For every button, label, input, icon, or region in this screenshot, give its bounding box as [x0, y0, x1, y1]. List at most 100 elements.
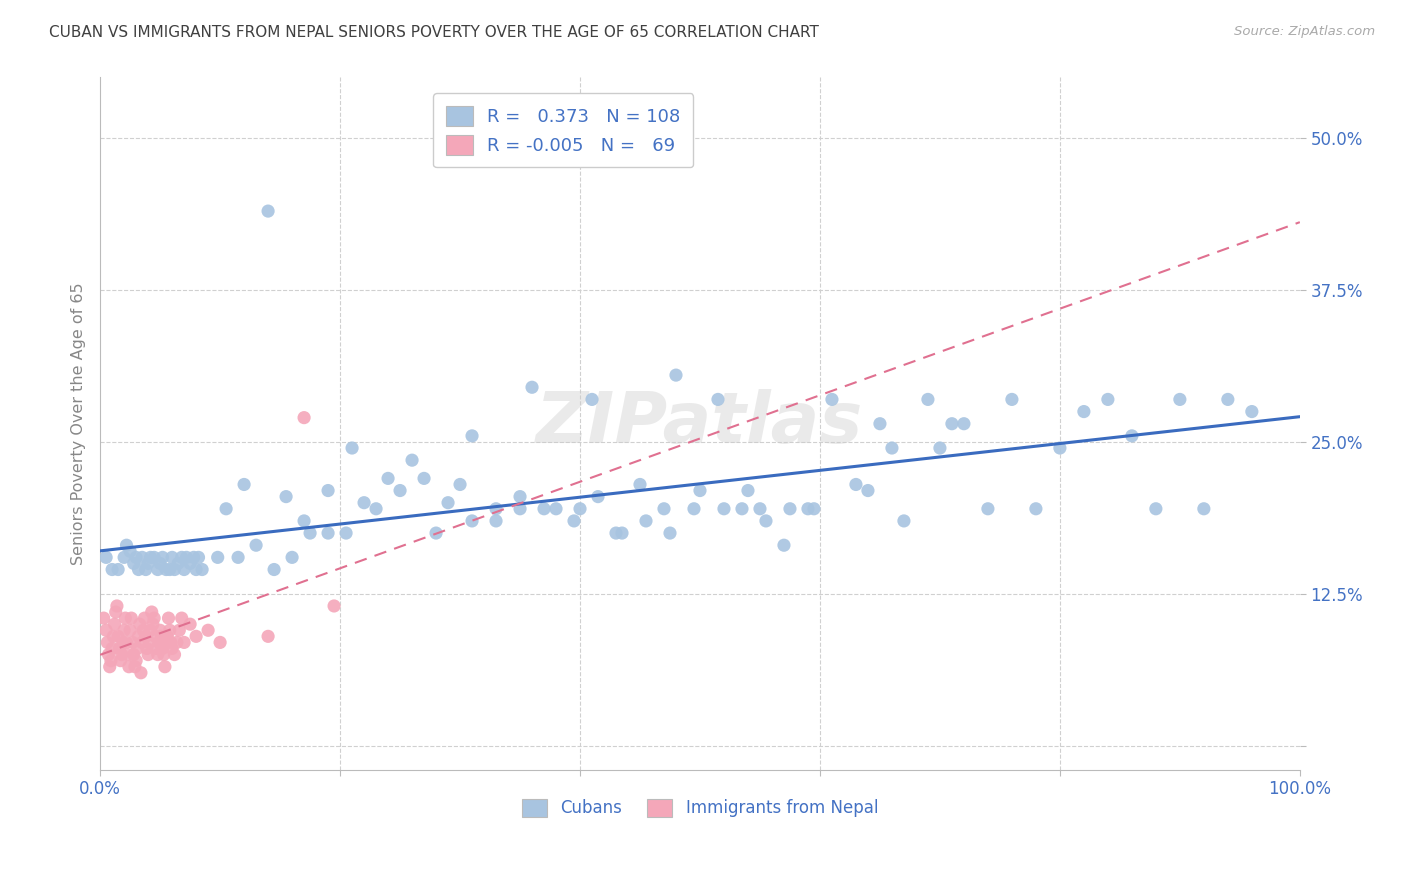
Point [562, 514, 585, 528]
Point [263, 562, 285, 576]
Point [520, 380, 543, 394]
Point [1025, 501, 1047, 516]
Point [103, 617, 125, 632]
Point [737, 483, 759, 498]
Point [353, 496, 375, 510]
Point [159, 562, 181, 576]
Point [569, 501, 592, 516]
Point [143, 629, 166, 643]
Point [110, 654, 132, 668]
Point [170, 611, 193, 625]
Point [163, 562, 186, 576]
Text: ZIPatlas: ZIPatlas [536, 389, 863, 458]
Point [118, 659, 141, 673]
Point [1097, 392, 1119, 407]
Point [152, 550, 174, 565]
Point [152, 648, 174, 662]
Point [129, 665, 152, 680]
Point [586, 490, 609, 504]
Point [107, 562, 129, 576]
Point [437, 496, 460, 510]
Text: CUBAN VS IMMIGRANTS FROM NEPAL SENIORS POVERTY OVER THE AGE OF 65 CORRELATION CH: CUBAN VS IMMIGRANTS FROM NEPAL SENIORS P… [49, 25, 820, 40]
Point [166, 635, 188, 649]
Point [120, 611, 142, 625]
Point [156, 629, 179, 643]
Point [115, 538, 138, 552]
Point [142, 617, 165, 632]
Point [683, 501, 706, 516]
Point [100, 654, 122, 668]
Point [731, 501, 754, 516]
Point [856, 483, 879, 498]
Point [191, 562, 214, 576]
Point [659, 526, 682, 541]
Point [108, 641, 131, 656]
Point [176, 550, 198, 565]
Point [135, 641, 157, 656]
Point [179, 617, 201, 632]
Point [131, 550, 153, 565]
Point [1049, 441, 1071, 455]
Legend: Cubans, Immigrants from Nepal: Cubans, Immigrants from Nepal [515, 792, 884, 824]
Point [128, 629, 150, 643]
Point [135, 562, 157, 576]
Point [139, 550, 162, 565]
Point [112, 624, 135, 638]
Point [316, 526, 339, 541]
Point [96, 635, 118, 649]
Point [122, 648, 145, 662]
Point [977, 501, 1000, 516]
Point [159, 624, 181, 638]
Point [152, 641, 174, 656]
Point [544, 501, 567, 516]
Point [111, 635, 134, 649]
Point [155, 562, 177, 576]
Point [449, 477, 471, 491]
Point [128, 562, 150, 576]
Point [665, 368, 688, 383]
Point [132, 624, 155, 638]
Point [413, 471, 436, 485]
Point [173, 635, 195, 649]
Point [94, 550, 117, 565]
Point [941, 417, 963, 431]
Point [131, 635, 153, 649]
Point [1168, 392, 1191, 407]
Point [149, 624, 172, 638]
Point [929, 441, 952, 455]
Point [707, 392, 730, 407]
Point [134, 611, 156, 625]
Point [323, 599, 346, 613]
Point [299, 526, 322, 541]
Point [160, 550, 183, 565]
Point [105, 599, 128, 613]
Point [101, 562, 124, 576]
Point [869, 417, 891, 431]
Point [257, 204, 280, 219]
Point [340, 441, 363, 455]
Point [139, 624, 162, 638]
Point [125, 654, 148, 668]
Point [274, 490, 297, 504]
Point [197, 624, 219, 638]
Point [141, 605, 163, 619]
Point [226, 550, 249, 565]
Point [610, 526, 633, 541]
Text: Source: ZipAtlas.com: Source: ZipAtlas.com [1234, 25, 1375, 38]
Point [281, 550, 304, 565]
Point [880, 441, 903, 455]
Point [167, 557, 190, 571]
Point [233, 477, 256, 491]
Point [779, 501, 801, 516]
Point [160, 635, 183, 649]
Point [389, 483, 412, 498]
Point [509, 490, 531, 504]
Point [953, 417, 976, 431]
Point [146, 648, 169, 662]
Point [143, 550, 166, 565]
Point [245, 538, 267, 552]
Point [1216, 392, 1239, 407]
Point [155, 635, 177, 649]
Point [401, 453, 423, 467]
Point [461, 429, 484, 443]
